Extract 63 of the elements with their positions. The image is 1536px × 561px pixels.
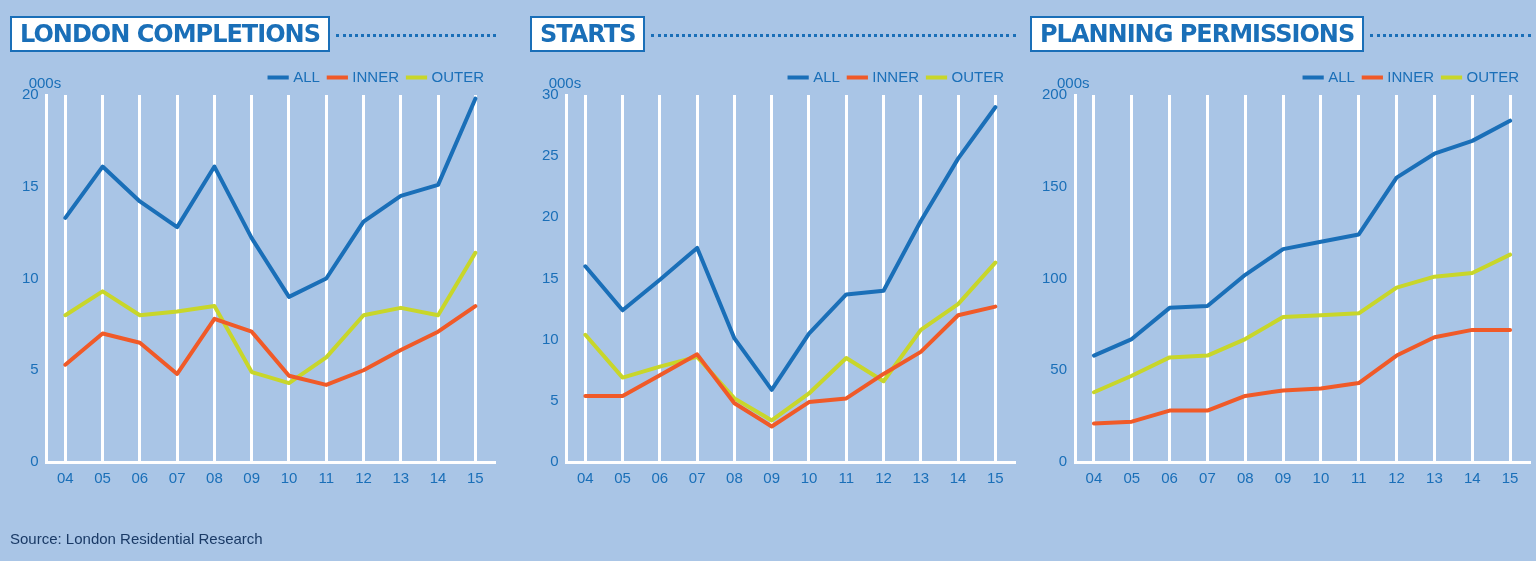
x-tick-label: 05 (94, 469, 111, 487)
x-tick-label: 06 (1161, 469, 1178, 487)
x-tick-label: 08 (206, 469, 223, 487)
source-note: Source: London Residential Research (10, 530, 263, 547)
legend-label: INNER (1387, 67, 1435, 85)
y-tick-label: 0 (1058, 452, 1068, 470)
chart-title: PLANNING PERMISSIONS (1030, 16, 1365, 52)
legend-label: ALL (1328, 67, 1355, 85)
legend-label: INNER (352, 67, 400, 85)
y-tick-label: 10 (542, 329, 559, 347)
chart-title: STARTS (530, 16, 646, 52)
x-tick-label: 04 (1085, 469, 1103, 487)
legend-label: ALL (293, 67, 320, 85)
legend-label: OUTER (951, 67, 1005, 85)
x-tick-label: 15 (1501, 469, 1519, 487)
x-tick-label: 07 (168, 469, 186, 487)
x-tick-label: 11 (318, 469, 335, 487)
x-tick-label: 15 (987, 469, 1004, 487)
y-tick-label: 50 (1050, 360, 1068, 378)
x-tick-label: 09 (243, 469, 261, 487)
x-tick-label: 09 (763, 469, 781, 487)
x-tick-label: 06 (131, 469, 149, 487)
y-tick-label: 0 (30, 452, 39, 470)
x-tick-label: 04 (576, 469, 594, 487)
x-tick-label: 15 (467, 469, 484, 487)
y-tick-label: 5 (550, 390, 559, 408)
x-tick-label: 05 (1123, 469, 1141, 487)
x-tick-label: 10 (1312, 469, 1330, 487)
x-tick-label: 08 (726, 469, 743, 487)
x-tick-label: 12 (355, 469, 372, 487)
legend-label: ALL (813, 67, 840, 85)
y-tick-label: 25 (542, 146, 559, 164)
x-tick-label: 14 (949, 469, 967, 487)
x-tick-label: 07 (1199, 469, 1216, 487)
x-tick-label: 13 (1426, 469, 1443, 487)
x-tick-label: 11 (838, 469, 855, 487)
x-tick-label: 06 (651, 469, 669, 487)
legend-label: INNER (872, 67, 920, 85)
x-tick-label: 10 (800, 469, 818, 487)
chart-title: LONDON COMPLETIONS (10, 16, 330, 52)
x-tick-label: 05 (614, 469, 631, 487)
y-tick-label: 20 (542, 207, 559, 225)
y-tick-label: 10 (22, 268, 39, 286)
x-tick-label: 09 (1274, 469, 1292, 487)
legend-label: OUTER (1466, 67, 1520, 85)
x-tick-label: 11 (1350, 469, 1367, 487)
x-tick-label: 14 (429, 469, 447, 487)
x-tick-label: 13 (392, 469, 410, 487)
x-tick-label: 12 (1388, 469, 1405, 487)
legend-label: OUTER (431, 67, 485, 85)
y-tick-label: 5 (30, 360, 39, 378)
x-tick-label: 07 (688, 469, 706, 487)
x-tick-label: 10 (280, 469, 298, 487)
y-tick-label: 100 (1042, 268, 1068, 286)
x-tick-label: 13 (912, 469, 930, 487)
x-tick-label: 08 (1236, 469, 1254, 487)
y-tick-label: 15 (542, 268, 559, 286)
x-tick-label: 04 (56, 469, 74, 487)
y-tick-label: 150 (1042, 176, 1068, 194)
x-tick-label: 12 (875, 469, 892, 487)
y-tick-label: 15 (22, 176, 39, 194)
x-tick-label: 14 (1463, 469, 1481, 487)
y-tick-label: 0 (550, 452, 559, 470)
